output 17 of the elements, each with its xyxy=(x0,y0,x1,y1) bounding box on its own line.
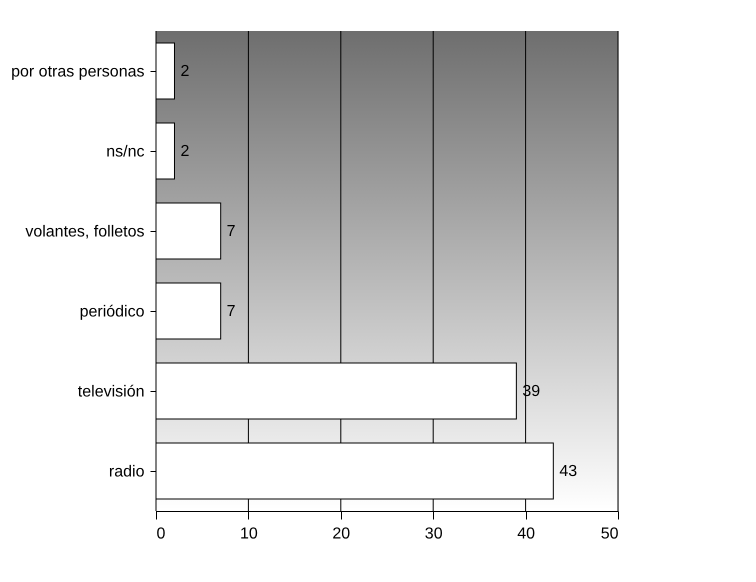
y-tick-label: ns/nc xyxy=(106,144,144,160)
data-label: 7 xyxy=(226,223,236,240)
x-tick-label: 40 xyxy=(517,526,536,542)
y-tick-label: televisión xyxy=(78,384,144,400)
y-tick-label: volantes, folletos xyxy=(25,224,144,240)
y-tick-label: radio xyxy=(108,464,145,480)
data-label: 7 xyxy=(226,303,236,320)
x-tick-label: 0 xyxy=(156,526,166,542)
data-label: 2 xyxy=(180,143,190,160)
data-label: 43 xyxy=(559,463,578,480)
data-label: 2 xyxy=(180,63,190,80)
x-tick-label: 30 xyxy=(424,526,443,542)
x-tick-label: 50 xyxy=(600,526,619,542)
x-tick-label: 20 xyxy=(332,526,350,542)
y-tick-label: por otras personas xyxy=(11,64,144,80)
y-tick-label: periódico xyxy=(80,304,145,320)
x-tick-label: 10 xyxy=(240,526,258,542)
